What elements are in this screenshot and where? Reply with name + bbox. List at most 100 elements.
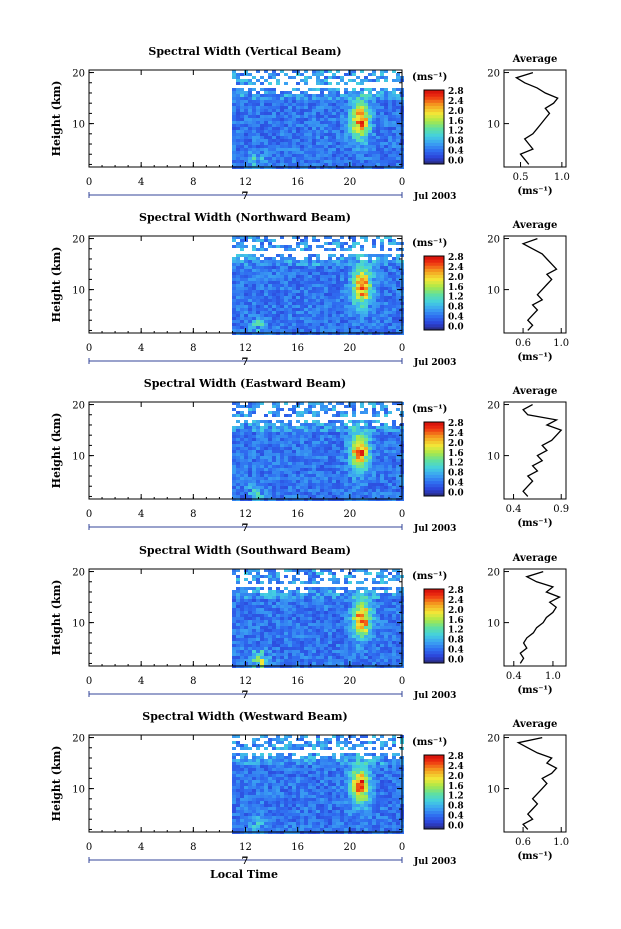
heatmap-cell	[264, 91, 268, 94]
heatmap-cell	[328, 590, 332, 593]
heatmap-cell	[368, 284, 372, 287]
heatmap-cell	[236, 435, 240, 438]
heatmap-cell	[396, 323, 400, 326]
heatmap-cell	[308, 133, 312, 136]
heatmap-cell	[324, 599, 328, 602]
heatmap-cell	[236, 453, 240, 456]
x-tick-label: 0	[399, 343, 405, 354]
heatmap-cell	[248, 266, 252, 269]
heatmap-cell	[384, 124, 388, 127]
heatmap-cell	[232, 456, 236, 459]
heatmap-cell	[300, 593, 304, 596]
colorbar-swatch	[424, 293, 444, 297]
heatmap-cell	[312, 308, 316, 311]
heatmap-cell	[328, 623, 332, 626]
heatmap-cell	[376, 275, 380, 278]
heatmap-cell	[340, 471, 344, 474]
heatmap-cell	[316, 623, 320, 626]
heatmap-cell	[380, 459, 384, 462]
heatmap-cell	[296, 644, 300, 647]
heatmap-cell	[264, 617, 268, 620]
heatmap-cell	[260, 483, 264, 486]
heatmap-cell	[344, 453, 348, 456]
heatmap-cell	[256, 465, 260, 468]
heatmap-cell	[272, 275, 276, 278]
heatmap-cell	[260, 441, 264, 444]
heatmap-cell	[380, 471, 384, 474]
heatmap-cell	[328, 236, 332, 239]
heatmap-cell	[388, 329, 392, 332]
heatmap-cell	[312, 641, 316, 644]
heatmap-cell	[304, 644, 308, 647]
heatmap-cell	[240, 444, 244, 447]
heatmap-cell	[236, 88, 240, 91]
heatmap-cell	[276, 317, 280, 320]
heatmap-cell	[272, 239, 276, 242]
heatmap-cell	[384, 260, 388, 263]
heatmap-cell	[308, 106, 312, 109]
heatmap-cell	[312, 311, 316, 314]
x-axis-label: Local Time	[210, 868, 278, 881]
heatmap-cell	[368, 450, 372, 453]
heatmap-cell	[320, 115, 324, 118]
heatmap-cell	[308, 593, 312, 596]
heatmap-cell	[268, 614, 272, 617]
heatmap-cell	[256, 474, 260, 477]
heatmap-cell	[272, 626, 276, 629]
heatmap-cell	[348, 429, 352, 432]
heatmap-cell	[248, 405, 252, 408]
heatmap-cell	[316, 593, 320, 596]
heatmap-cell	[344, 97, 348, 100]
heatmap-cell	[388, 411, 392, 414]
heatmap-cell	[360, 489, 364, 492]
heatmap-cell	[316, 314, 320, 317]
heatmap-cell	[332, 471, 336, 474]
heatmap-cell	[320, 486, 324, 489]
heatmap-cell	[272, 429, 276, 432]
colorbar-swatch	[424, 133, 444, 137]
heatmap-cell	[292, 611, 296, 614]
colorbar-swatch	[424, 136, 444, 140]
heatmap-cell	[280, 474, 284, 477]
heatmap-cell	[340, 450, 344, 453]
heatmap-cell	[284, 320, 288, 323]
heatmap-cell	[248, 483, 252, 486]
heatmap-cell	[388, 486, 392, 489]
heatmap-cell	[252, 133, 256, 136]
heatmap-cell	[348, 296, 352, 299]
heatmap-cell	[320, 94, 324, 97]
heatmap-cell	[244, 593, 248, 596]
heatmap-cell	[300, 163, 304, 166]
heatmap-cell	[328, 323, 332, 326]
heatmap-cell	[264, 308, 268, 311]
heatmap-cell	[236, 647, 240, 650]
heatmap-cell	[368, 145, 372, 148]
heatmap-cell	[300, 453, 304, 456]
colorbar-tick-label: 2.0	[448, 107, 464, 117]
heatmap-cell	[336, 641, 340, 644]
heatmap-cell	[312, 659, 316, 662]
heatmap-cell	[240, 94, 244, 97]
heatmap-cell	[240, 293, 244, 296]
heatmap-cell	[324, 329, 328, 332]
heatmap-cell	[320, 641, 324, 644]
heatmap-cell	[296, 272, 300, 275]
heatmap-cell	[344, 308, 348, 311]
heatmap-cell	[356, 272, 360, 275]
heatmap-cell	[344, 320, 348, 323]
heatmap-cell	[348, 121, 352, 124]
heatmap-cell	[280, 326, 284, 329]
heatmap-cell	[356, 127, 360, 130]
heatmap-cell	[364, 456, 368, 459]
heatmap-cell	[240, 100, 244, 103]
heatmap-cell	[328, 653, 332, 656]
heatmap-cell	[304, 435, 308, 438]
heatmap-cell	[276, 599, 280, 602]
heatmap-cell	[308, 438, 312, 441]
heatmap-cell	[236, 638, 240, 641]
heatmap-cell	[312, 305, 316, 308]
heatmap-cell	[240, 323, 244, 326]
heatmap-cell	[368, 471, 372, 474]
heatmap-cell	[380, 118, 384, 121]
heatmap-cell	[340, 311, 344, 314]
